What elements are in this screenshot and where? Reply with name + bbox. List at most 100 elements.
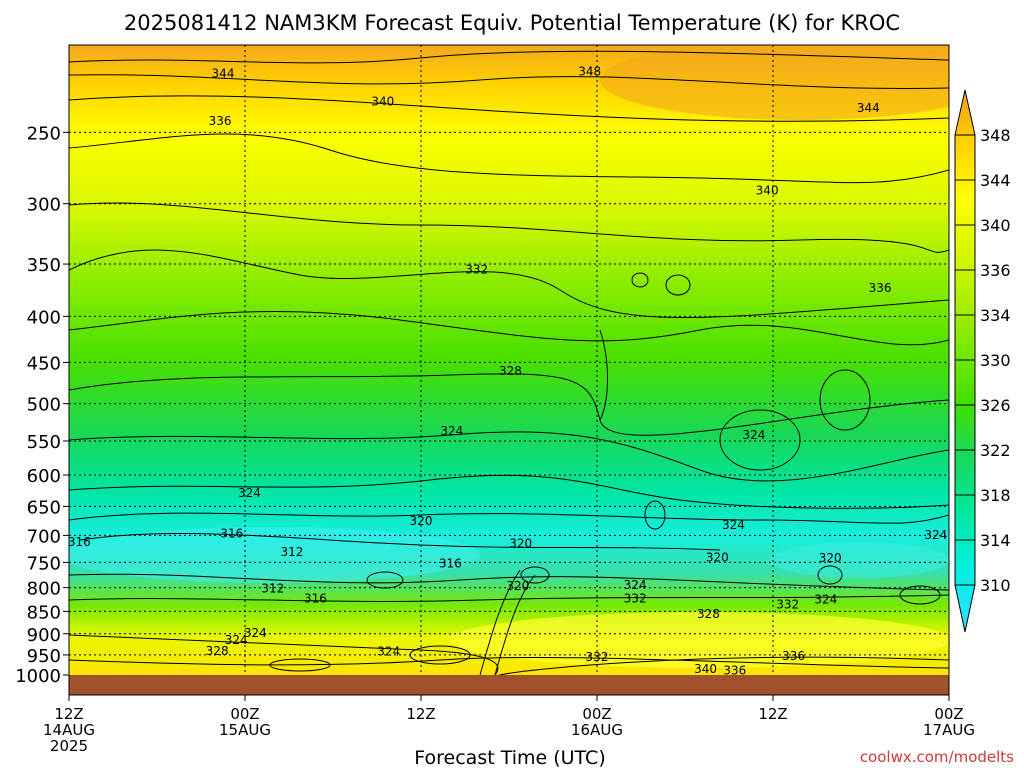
contour-cell [269,658,331,672]
contour-label: 312 [261,582,284,596]
y-tick-label: 550 [27,432,61,453]
colorbar-label: 340 [980,216,1011,235]
contour-cell [665,274,691,296]
contour-label: 324 [440,424,463,438]
colorbar-body [954,89,976,633]
contour-label: 312 [280,545,303,559]
contour-cell [409,645,471,665]
contour-line [69,373,949,436]
x-tick-label: 00Z [230,705,259,723]
contour-label-text: 332 [776,597,799,611]
contour-label-text: 324 [742,428,765,442]
colorbar: 348 344 340 336 334 330 326 322 318 314 310 [954,89,1011,633]
colorbar-label: 314 [980,531,1011,550]
contour-label: 324 [377,645,400,659]
contour-label-text: 348 [578,64,601,78]
contour-label-text: 324 [814,593,837,607]
contour-label-text: 344 [857,101,880,115]
contour-line [69,202,949,253]
contour-cell [899,585,941,605]
contour-label-text: 320 [819,551,842,565]
colorbar-label: 322 [980,441,1011,460]
contour-cell [631,272,649,288]
contour-label-text: 336 [869,281,892,295]
y-tick-label: 850 [27,602,61,623]
y-tick-label: 600 [27,466,61,487]
contour-line [69,310,949,346]
contour-line [69,594,949,602]
contour-line [69,249,949,318]
contour-cell [819,369,871,431]
contour-label: 344 [212,66,235,80]
colorbar-label: 344 [980,171,1011,190]
contour-label-text: 332 [586,650,609,664]
contour-label: 324 [722,518,745,532]
x-tick-label: 17AUG [923,721,975,739]
colorbar-label: 336 [980,261,1011,280]
contour-label: 328 [206,644,229,658]
contour-line [69,512,949,524]
warm-surface-region [450,612,949,668]
contour-cell [366,571,404,589]
contour-label-text: 340 [694,662,717,676]
contour-label-text: 340 [756,183,779,197]
chart-title: 2025081412 NAM3KM Forecast Equiv. Potent… [124,11,900,35]
ground-surface [69,675,949,695]
y-tick-label: 950 [27,646,61,667]
contour-label-text: 324 [924,528,947,542]
y-tick-label: 800 [27,579,61,600]
contour-label-text: 344 [212,66,235,80]
x-tick-label: 15AUG [219,721,271,739]
y-tick-label: 300 [27,195,61,216]
contour-label: 324 [814,593,837,607]
credit-text: coolwx.com/modelts [860,748,1014,766]
contour-line [69,431,949,482]
contour-label: 320 [410,514,433,528]
cool-core-region [770,542,949,578]
contour-label-text: 320 [506,579,529,593]
contour-cell [644,500,666,530]
colorbar-label: 330 [980,351,1011,370]
contour-label: 336 [209,114,232,128]
colorbar-label: 348 [980,126,1011,145]
contour-line [69,74,949,89]
contour-line [69,573,949,591]
contour-label-text: 316 [439,556,462,570]
plot-area: 344 348 340 344 336 340 332 336 328 324 324 324 320 3… [68,44,950,696]
warm-upper-region [600,45,949,120]
contour-label: 316 [304,591,327,605]
contour-label-text: 312 [280,545,303,559]
contour-label-text: 336 [782,649,805,663]
contour-label-text: 328 [697,607,720,621]
contour-label: 324 [238,486,261,500]
x-axis-label: Forecast Time (UTC) [414,747,605,768]
contour-label: 320 [706,551,729,565]
contour-label-text: 316 [220,527,243,541]
y-axis: 2503003504004505005506006507007508008509… [15,123,69,687]
contour-label-text: 336 [209,114,232,128]
contour-label: 348 [578,64,601,78]
y-tick-label: 750 [27,553,61,574]
contour-label: 320 [509,537,532,551]
contour-label-text: 320 [410,514,433,528]
contour-labels: 344 348 340 344 336 340 332 336 328 324 324 324 320 3… [68,64,947,677]
contour-label: 320 [819,551,842,565]
contour-label-text: 324 [377,645,400,659]
y-tick-label: 1000 [15,666,61,687]
contour-label-text: 332 [624,591,647,605]
y-tick-label: 700 [27,526,61,547]
contour-label: 332 [776,597,799,611]
contour-label-text: 340 [371,94,394,108]
contour-label: 336 [782,649,805,663]
contour-label-text: 324 [238,486,261,500]
grid-lines [69,45,949,675]
y-tick-label: 400 [27,307,61,328]
contour-line [69,95,949,122]
contour-label: 336 [869,281,892,295]
contour-label-text: 316 [304,591,327,605]
y-tick-label: 900 [27,625,61,646]
contour-label-text: 336 [723,664,746,678]
contour-label-text: 324 [440,424,463,438]
